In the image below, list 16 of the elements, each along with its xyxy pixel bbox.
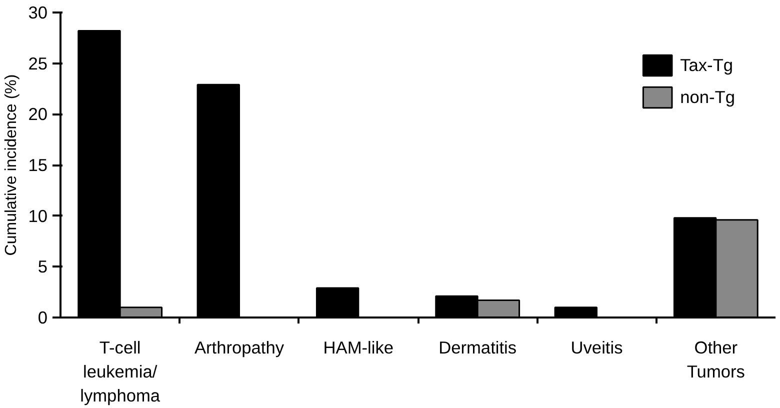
y-tick-label: 30 <box>28 2 48 22</box>
x-tick-label: Dermatitis <box>438 338 517 358</box>
x-tick-label: HAM-like <box>323 338 394 358</box>
y-tick-label: 10 <box>28 206 48 226</box>
y-tick-label: 15 <box>28 155 48 175</box>
x-tick-label: Other Tumors <box>686 338 746 382</box>
legend-label: Tax-Tg <box>680 54 734 76</box>
y-tick-label: 5 <box>38 256 48 277</box>
y-tick-label: 25 <box>28 53 48 74</box>
x-tick-label: Arthropathy <box>194 338 284 358</box>
y-axis-title: Cumulative incidence (%) <box>3 74 20 256</box>
legend-label: non-Tg <box>680 86 735 108</box>
x-tick-label: Uveitis <box>570 338 624 358</box>
y-tick-label: 0 <box>38 308 48 328</box>
y-tick-label: 20 <box>28 104 48 124</box>
x-tick-label: T-cell leukemia/ lymphoma <box>80 338 160 406</box>
